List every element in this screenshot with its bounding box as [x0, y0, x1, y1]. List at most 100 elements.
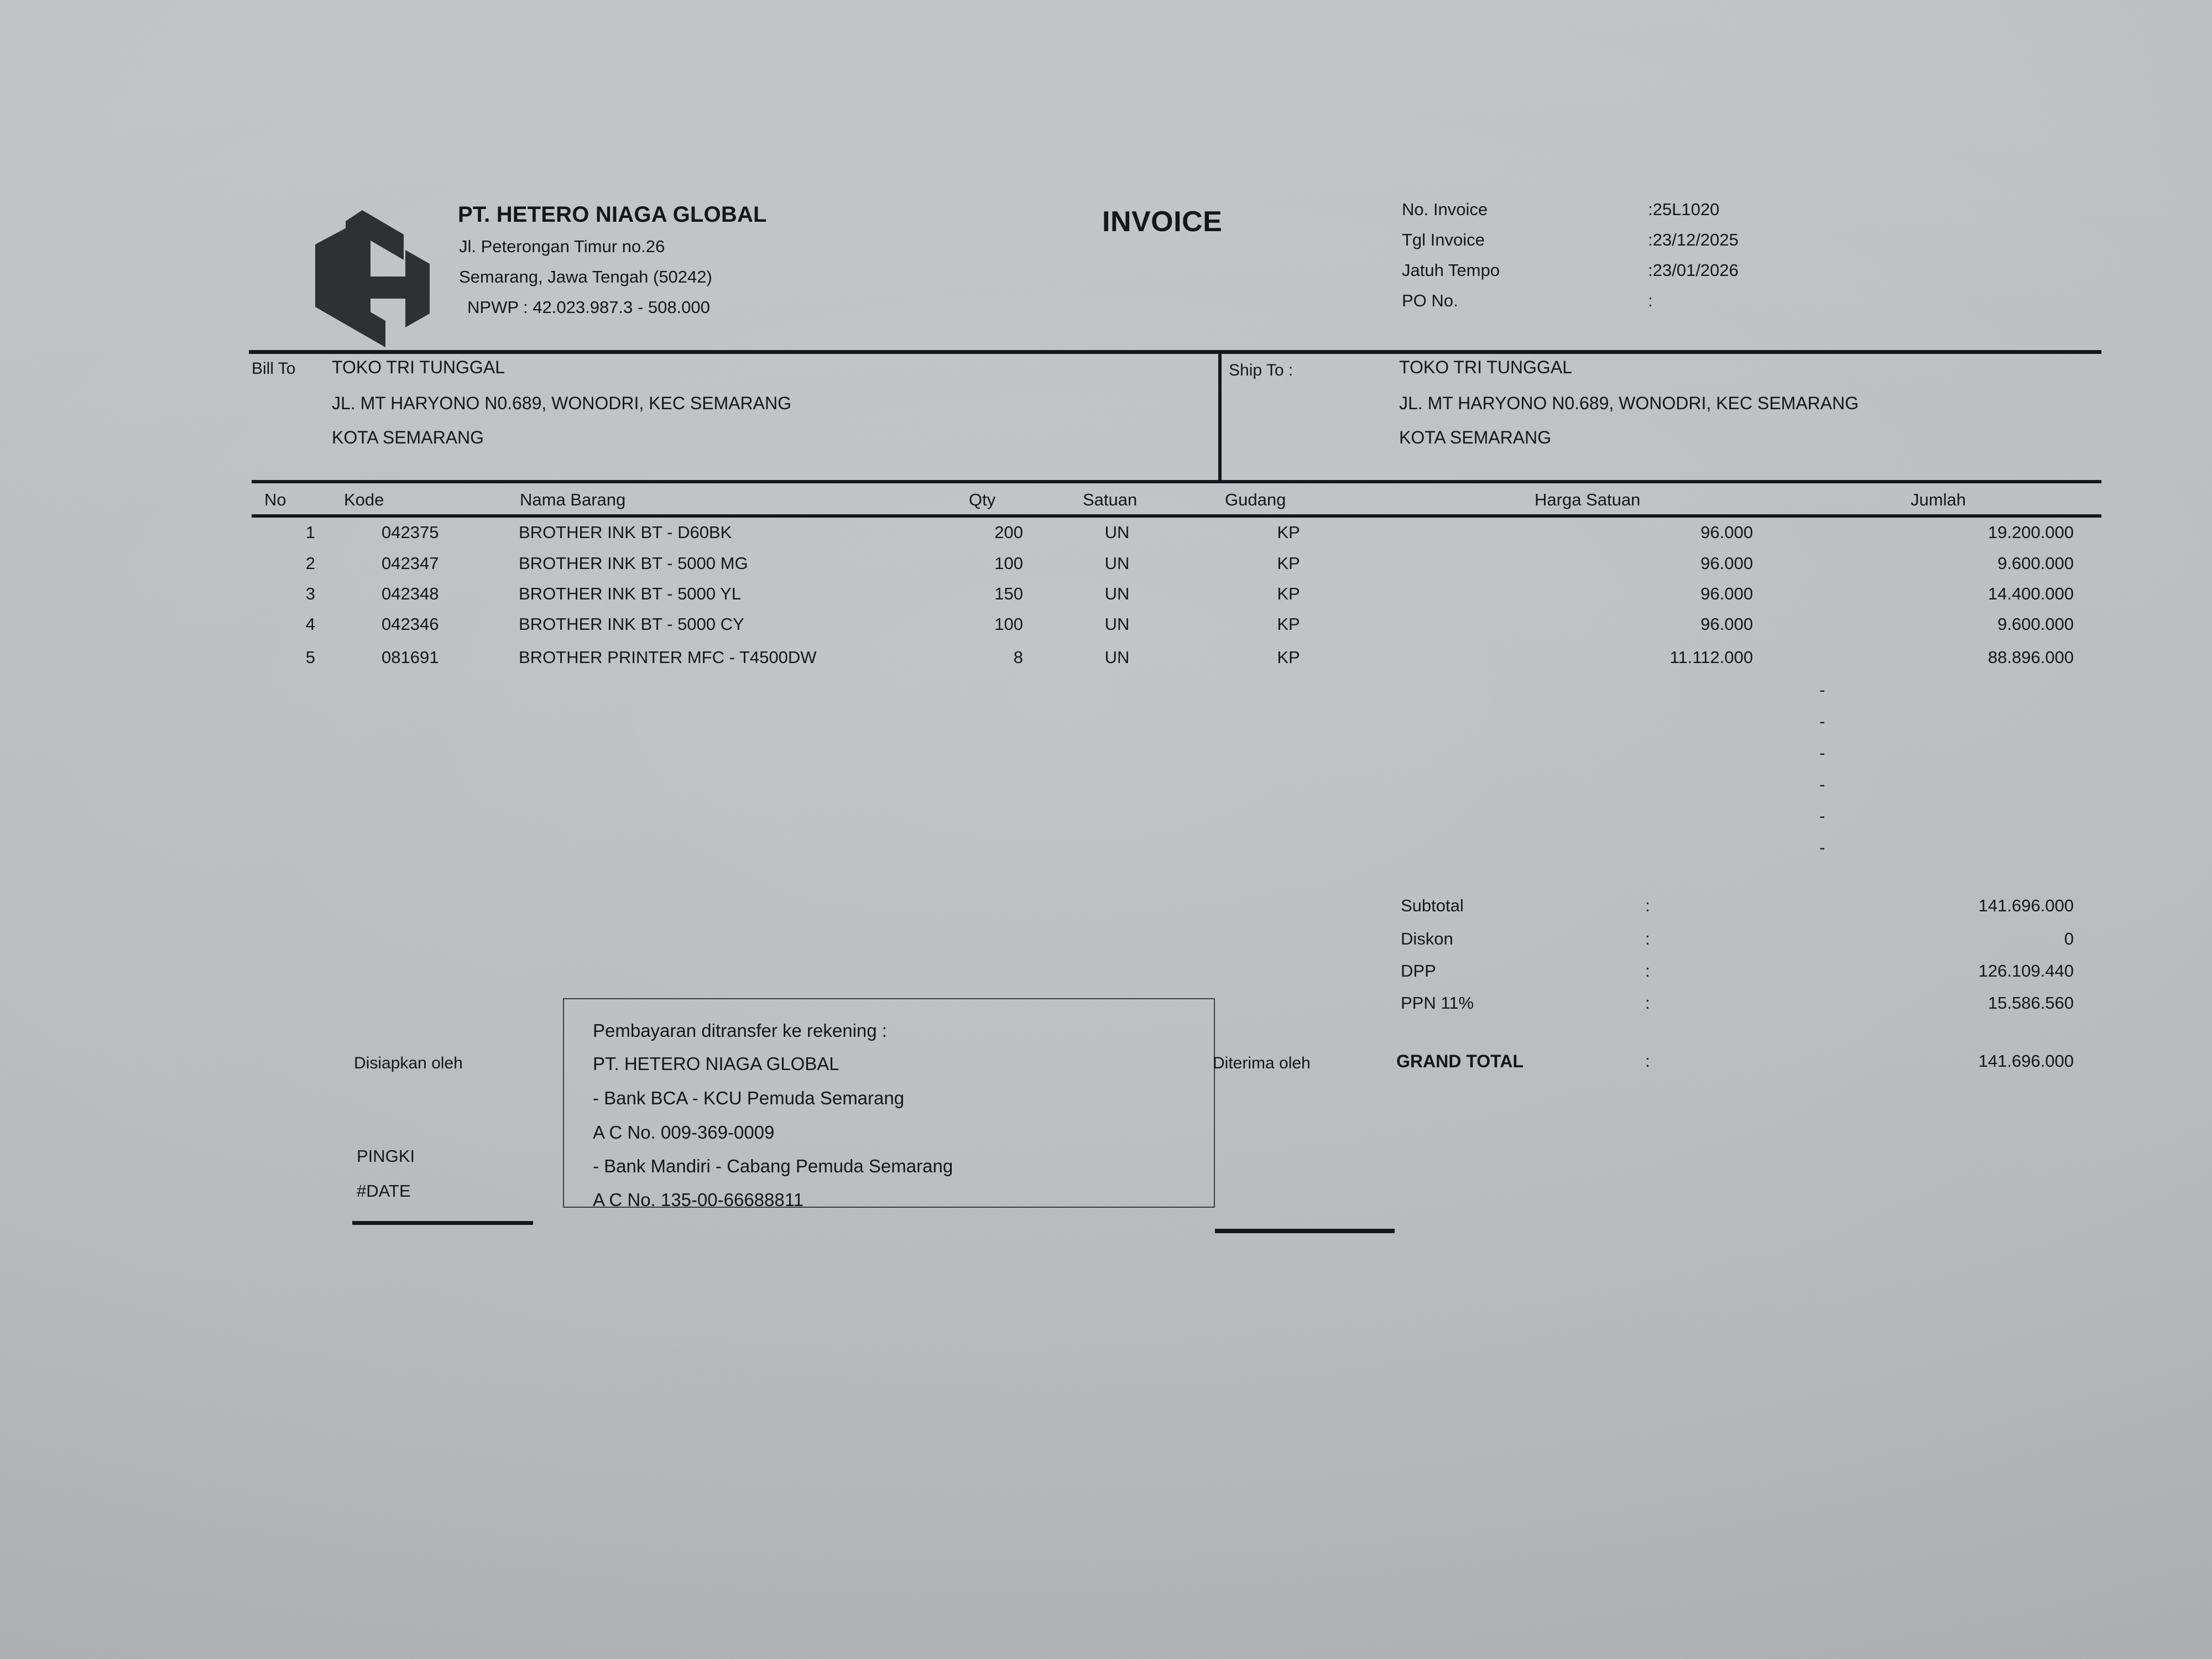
column-header-jumlah: Jumlah	[1911, 490, 1966, 509]
cell-jumlah: 14.400.000	[1987, 584, 2074, 603]
column-header-gudang: Gudang	[1225, 490, 1286, 509]
payment-line-3: - Bank BCA - KCU Pemuda Semarang	[593, 1088, 905, 1108]
cell-gudang: KP	[1277, 584, 1300, 603]
received-by-signature-line	[1215, 1229, 1395, 1233]
cell-qty: 100	[994, 554, 1023, 573]
prepared-by-label: Disiapkan oleh	[354, 1054, 463, 1072]
cell-gudang: KP	[1277, 523, 1300, 542]
cell-kode: 042348	[382, 584, 439, 603]
cell-kode: 042347	[382, 554, 439, 573]
column-header-nama-barang: Nama Barang	[520, 490, 626, 509]
company-npwp: NPWP : 42.023.987.3 - 508.000	[467, 298, 710, 317]
total-label-dpp: DPP	[1401, 961, 1436, 980]
cell-satuan: UN	[1104, 648, 1130, 667]
column-header-satuan: Satuan	[1083, 490, 1138, 509]
cell-no: 5	[305, 648, 315, 667]
cell-harga: 96.000	[1700, 523, 1753, 542]
meta-value-jatuh-tempo: :23/01/2026	[1648, 260, 1739, 280]
empty-row-dash: -	[1819, 838, 1825, 857]
payment-line-2: PT. HETERO NIAGA GLOBAL	[593, 1053, 839, 1074]
ship-to-line-2: JL. MT HARYONO N0.689, WONODRI, KEC SEMA…	[1399, 393, 1859, 413]
column-header-qty: Qty	[969, 490, 996, 509]
company-address-2: Semarang, Jawa Tengah (50242)	[459, 267, 712, 286]
column-header-harga-satuan: Harga Satuan	[1535, 490, 1641, 509]
cell-nama: BROTHER INK BT - 5000 MG	[519, 554, 748, 573]
cell-gudang: KP	[1277, 554, 1300, 573]
total-colon: :	[1645, 961, 1650, 980]
grand-total-label: GRAND TOTAL	[1396, 1051, 1524, 1071]
total-value-diskon: 0	[2064, 929, 2074, 948]
cell-gudang: KP	[1277, 648, 1300, 667]
cell-kode: 042375	[382, 523, 439, 542]
meta-label-jatuh-tempo: Jatuh Tempo	[1402, 260, 1500, 280]
prepared-by-date: #DATE	[357, 1181, 411, 1201]
column-header-kode: Kode	[344, 490, 384, 509]
total-label-diskon: Diskon	[1401, 929, 1453, 948]
grand-total-value: 141.696.000	[1978, 1051, 2074, 1071]
cell-qty: 200	[994, 523, 1023, 542]
ship-to-line-3: KOTA SEMARANG	[1399, 427, 1552, 447]
ship-to-label: Ship To :	[1229, 361, 1293, 379]
company-name: PT. HETERO NIAGA GLOBAL	[458, 202, 767, 227]
cell-no: 4	[305, 614, 315, 634]
total-value-dpp: 126.109.440	[1978, 961, 2074, 980]
cell-qty: 150	[994, 584, 1023, 603]
page-title: INVOICE	[1102, 206, 1223, 238]
prepared-by-name: PINGKI	[357, 1146, 415, 1166]
cell-nama: BROTHER INK BT - 5000 CY	[519, 614, 744, 634]
meta-value-tgl-invoice: :23/12/2025	[1648, 230, 1739, 249]
total-label-subtotal: Subtotal	[1401, 896, 1464, 915]
empty-row-dash: -	[1819, 680, 1825, 700]
cell-qty: 8	[1013, 648, 1023, 667]
bill-to-line-2: JL. MT HARYONO N0.689, WONODRI, KEC SEMA…	[332, 393, 791, 413]
cell-nama: BROTHER PRINTER MFC - T4500DW	[519, 648, 817, 667]
table-header-rule	[252, 514, 2101, 518]
payment-line-4: A C No. 009-369-0009	[593, 1122, 775, 1142]
meta-label-tgl-invoice: Tgl Invoice	[1402, 230, 1485, 249]
payment-line-5: - Bank Mandiri - Cabang Pemuda Semarang	[593, 1156, 953, 1176]
meta-value-po-no: :	[1648, 291, 1653, 310]
bill-to-label: Bill To	[252, 359, 296, 378]
cell-kode: 081691	[382, 648, 439, 667]
bill-to-line-3: KOTA SEMARANG	[332, 427, 484, 447]
empty-row-dash: -	[1819, 775, 1825, 794]
cell-harga: 96.000	[1700, 584, 1753, 603]
cell-gudang: KP	[1277, 614, 1300, 634]
cell-harga: 96.000	[1700, 614, 1753, 634]
hetero-hexagon-h-logo	[301, 195, 442, 348]
total-colon: :	[1645, 896, 1650, 915]
cell-jumlah: 9.600.000	[1997, 614, 2074, 634]
total-colon: :	[1645, 929, 1650, 948]
cell-no: 1	[305, 523, 315, 542]
empty-row-dash: -	[1819, 712, 1825, 731]
total-value-subtotal: 141.696.000	[1978, 896, 2074, 915]
cell-no: 2	[305, 554, 315, 573]
payment-instructions-box: Pembayaran ditransfer ke rekening : PT. …	[563, 998, 1215, 1210]
empty-row-dash: -	[1819, 806, 1825, 826]
cell-kode: 042346	[382, 614, 439, 634]
payment-line-1: Pembayaran ditransfer ke rekening :	[593, 1020, 887, 1041]
cell-satuan: UN	[1104, 523, 1130, 542]
ship-to-line-1: TOKO TRI TUNGGAL	[1399, 357, 1572, 377]
bill-to-line-1: TOKO TRI TUNGGAL	[332, 357, 505, 377]
header-divider-rule	[249, 350, 2101, 354]
cell-jumlah: 9.600.000	[1997, 554, 2074, 573]
table-top-rule	[252, 480, 2101, 483]
cell-satuan: UN	[1104, 554, 1130, 573]
meta-label-no-invoice: No. Invoice	[1402, 200, 1488, 219]
billto-shipto-divider	[1218, 353, 1222, 481]
cell-nama: BROTHER INK BT - D60BK	[519, 523, 732, 542]
prepared-by-signature-line	[352, 1221, 533, 1225]
payment-line-6: A C No. 135-00-66688811	[593, 1190, 804, 1210]
meta-value-no-invoice: :25L1020	[1648, 200, 1720, 219]
cell-jumlah: 19.200.000	[1987, 523, 2074, 542]
cell-no: 3	[305, 584, 315, 603]
cell-harga: 96.000	[1700, 554, 1753, 573]
cell-harga: 11.112.000	[1670, 648, 1753, 667]
cell-satuan: UN	[1104, 584, 1130, 603]
total-label-ppn: PPN 11%	[1401, 993, 1474, 1013]
cell-satuan: UN	[1104, 614, 1130, 634]
cell-qty: 100	[994, 614, 1023, 634]
cell-nama: BROTHER INK BT - 5000 YL	[519, 584, 742, 603]
